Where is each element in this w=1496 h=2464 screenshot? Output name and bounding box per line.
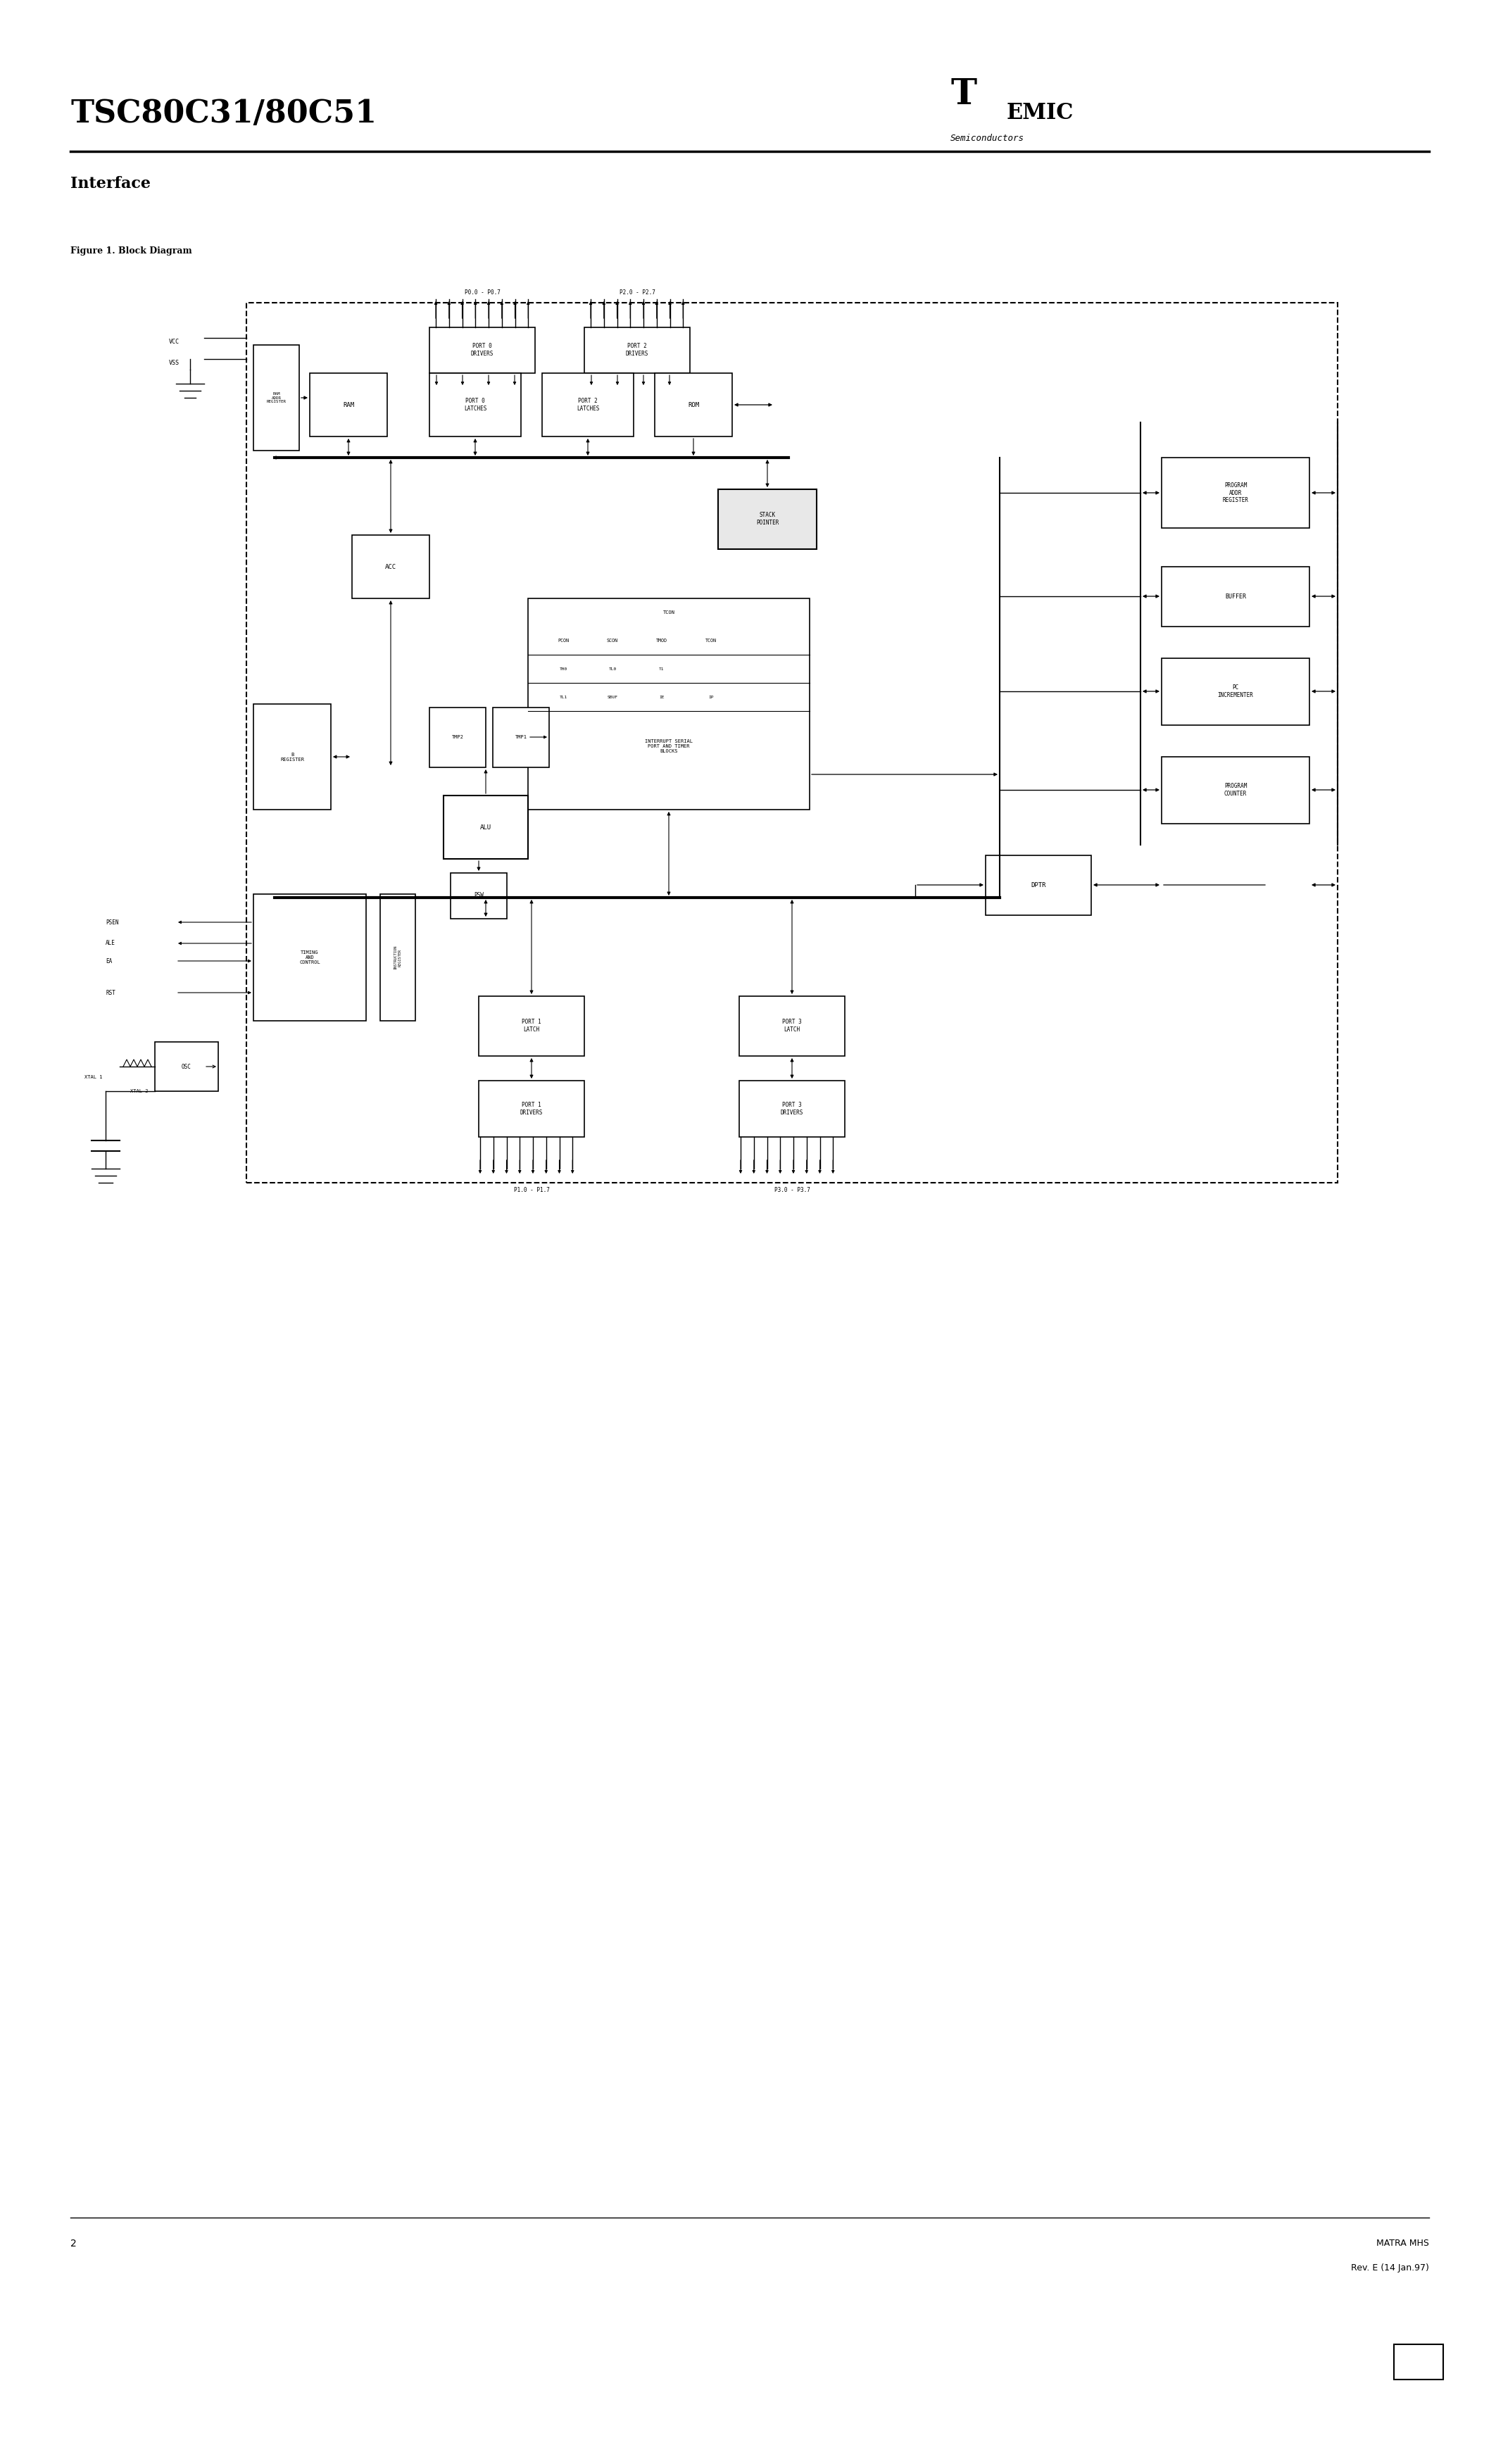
FancyBboxPatch shape	[739, 1082, 845, 1136]
Text: VSS: VSS	[169, 360, 180, 365]
Text: PORT 1
DRIVERS: PORT 1 DRIVERS	[521, 1101, 543, 1116]
Text: PROGRAM
COUNTER: PROGRAM COUNTER	[1224, 784, 1248, 796]
Text: PORT 3
LATCH: PORT 3 LATCH	[782, 1020, 802, 1032]
FancyBboxPatch shape	[542, 372, 634, 436]
Text: XTAL 1: XTAL 1	[84, 1074, 102, 1079]
Text: TMP1: TMP1	[515, 734, 527, 739]
Text: SCON: SCON	[607, 638, 618, 643]
Text: PORT 2
LATCHES: PORT 2 LATCHES	[576, 399, 600, 411]
Text: TL0: TL0	[609, 668, 616, 670]
Text: TMOD: TMOD	[657, 638, 667, 643]
FancyBboxPatch shape	[443, 796, 528, 860]
FancyBboxPatch shape	[253, 345, 299, 451]
Text: TCON: TCON	[706, 638, 717, 643]
Text: TMP2: TMP2	[452, 734, 464, 739]
FancyBboxPatch shape	[429, 707, 486, 766]
Text: MATRA MHS: MATRA MHS	[1376, 2240, 1429, 2247]
Text: PSW: PSW	[474, 892, 483, 899]
FancyBboxPatch shape	[380, 894, 416, 1020]
Text: RAM
ADDR
REGISTER: RAM ADDR REGISTER	[266, 392, 286, 404]
Text: ALU: ALU	[480, 823, 492, 830]
Text: PORT 2
DRIVERS: PORT 2 DRIVERS	[625, 342, 649, 357]
Text: T1: T1	[660, 668, 664, 670]
FancyBboxPatch shape	[585, 328, 690, 372]
FancyBboxPatch shape	[986, 855, 1091, 914]
Text: Rev. E (14 Jan.97): Rev. E (14 Jan.97)	[1351, 2264, 1429, 2272]
FancyBboxPatch shape	[739, 995, 845, 1057]
FancyBboxPatch shape	[479, 995, 585, 1057]
Text: PROGRAM
ADDR
REGISTER: PROGRAM ADDR REGISTER	[1222, 483, 1249, 503]
Text: PORT 0
DRIVERS: PORT 0 DRIVERS	[471, 342, 494, 357]
Text: PORT 0
LATCHES: PORT 0 LATCHES	[464, 399, 486, 411]
Text: VCC: VCC	[169, 338, 180, 345]
FancyBboxPatch shape	[1394, 2343, 1444, 2380]
Text: STACK
POINTER: STACK POINTER	[755, 513, 779, 525]
FancyBboxPatch shape	[352, 535, 429, 599]
Text: SBUF: SBUF	[607, 695, 618, 700]
Bar	[247, 303, 1337, 1183]
FancyBboxPatch shape	[1161, 458, 1309, 527]
Text: ACC: ACC	[384, 564, 396, 569]
Text: Semiconductors: Semiconductors	[950, 133, 1025, 143]
Text: TIMING
AND
CONTROL: TIMING AND CONTROL	[299, 951, 320, 963]
FancyBboxPatch shape	[450, 872, 507, 919]
Text: EA: EA	[106, 958, 112, 963]
Text: PSEN: PSEN	[106, 919, 118, 926]
Text: RST: RST	[106, 991, 115, 995]
Text: B
REGISTER: B REGISTER	[280, 752, 304, 761]
FancyBboxPatch shape	[1161, 567, 1309, 626]
Text: TH0: TH0	[560, 668, 567, 670]
Text: P3.0 - P3.7: P3.0 - P3.7	[773, 1188, 809, 1193]
Text: TSC80C31/80C51: TSC80C31/80C51	[70, 99, 377, 128]
Text: IE: IE	[660, 695, 664, 700]
Text: EMIC: EMIC	[1007, 101, 1074, 123]
FancyBboxPatch shape	[156, 1042, 218, 1092]
Text: INTERRUPT SERIAL
PORT AND TIMER
BLOCKS: INTERRUPT SERIAL PORT AND TIMER BLOCKS	[645, 739, 693, 754]
Text: 2: 2	[70, 2240, 76, 2250]
FancyBboxPatch shape	[1161, 658, 1309, 724]
Text: IP: IP	[709, 695, 714, 700]
FancyBboxPatch shape	[253, 894, 367, 1020]
Text: P0.0 - P0.7: P0.0 - P0.7	[464, 288, 500, 296]
FancyBboxPatch shape	[429, 372, 521, 436]
Text: BUFFER: BUFFER	[1225, 594, 1246, 599]
Text: P1.0 - P1.7: P1.0 - P1.7	[513, 1188, 549, 1193]
FancyBboxPatch shape	[718, 490, 817, 549]
FancyBboxPatch shape	[655, 372, 732, 436]
Text: TCON: TCON	[663, 611, 675, 614]
Text: ALE: ALE	[106, 941, 115, 946]
FancyBboxPatch shape	[528, 599, 809, 811]
Text: PCON: PCON	[558, 638, 568, 643]
Text: ROM: ROM	[688, 402, 699, 409]
Text: INSTRUCTION
REGISTER: INSTRUCTION REGISTER	[393, 946, 401, 968]
FancyBboxPatch shape	[310, 372, 387, 436]
Text: Figure 1. Block Diagram: Figure 1. Block Diagram	[70, 246, 191, 256]
Text: Interface: Interface	[70, 175, 151, 192]
Text: DPTR: DPTR	[1031, 882, 1046, 887]
FancyBboxPatch shape	[429, 328, 536, 372]
Text: P2.0 - P2.7: P2.0 - P2.7	[619, 288, 655, 296]
Text: TL1: TL1	[560, 695, 567, 700]
FancyBboxPatch shape	[1161, 756, 1309, 823]
FancyBboxPatch shape	[492, 707, 549, 766]
Text: RAM: RAM	[343, 402, 355, 409]
Text: PC
INCREMENTER: PC INCREMENTER	[1218, 685, 1254, 697]
Text: T: T	[950, 76, 977, 111]
Text: PORT 1
LATCH: PORT 1 LATCH	[522, 1020, 542, 1032]
FancyBboxPatch shape	[479, 1082, 585, 1136]
Text: OSC: OSC	[181, 1064, 191, 1069]
Text: PORT 3
DRIVERS: PORT 3 DRIVERS	[781, 1101, 803, 1116]
Text: XTAL 2: XTAL 2	[130, 1089, 148, 1094]
FancyBboxPatch shape	[253, 705, 331, 811]
